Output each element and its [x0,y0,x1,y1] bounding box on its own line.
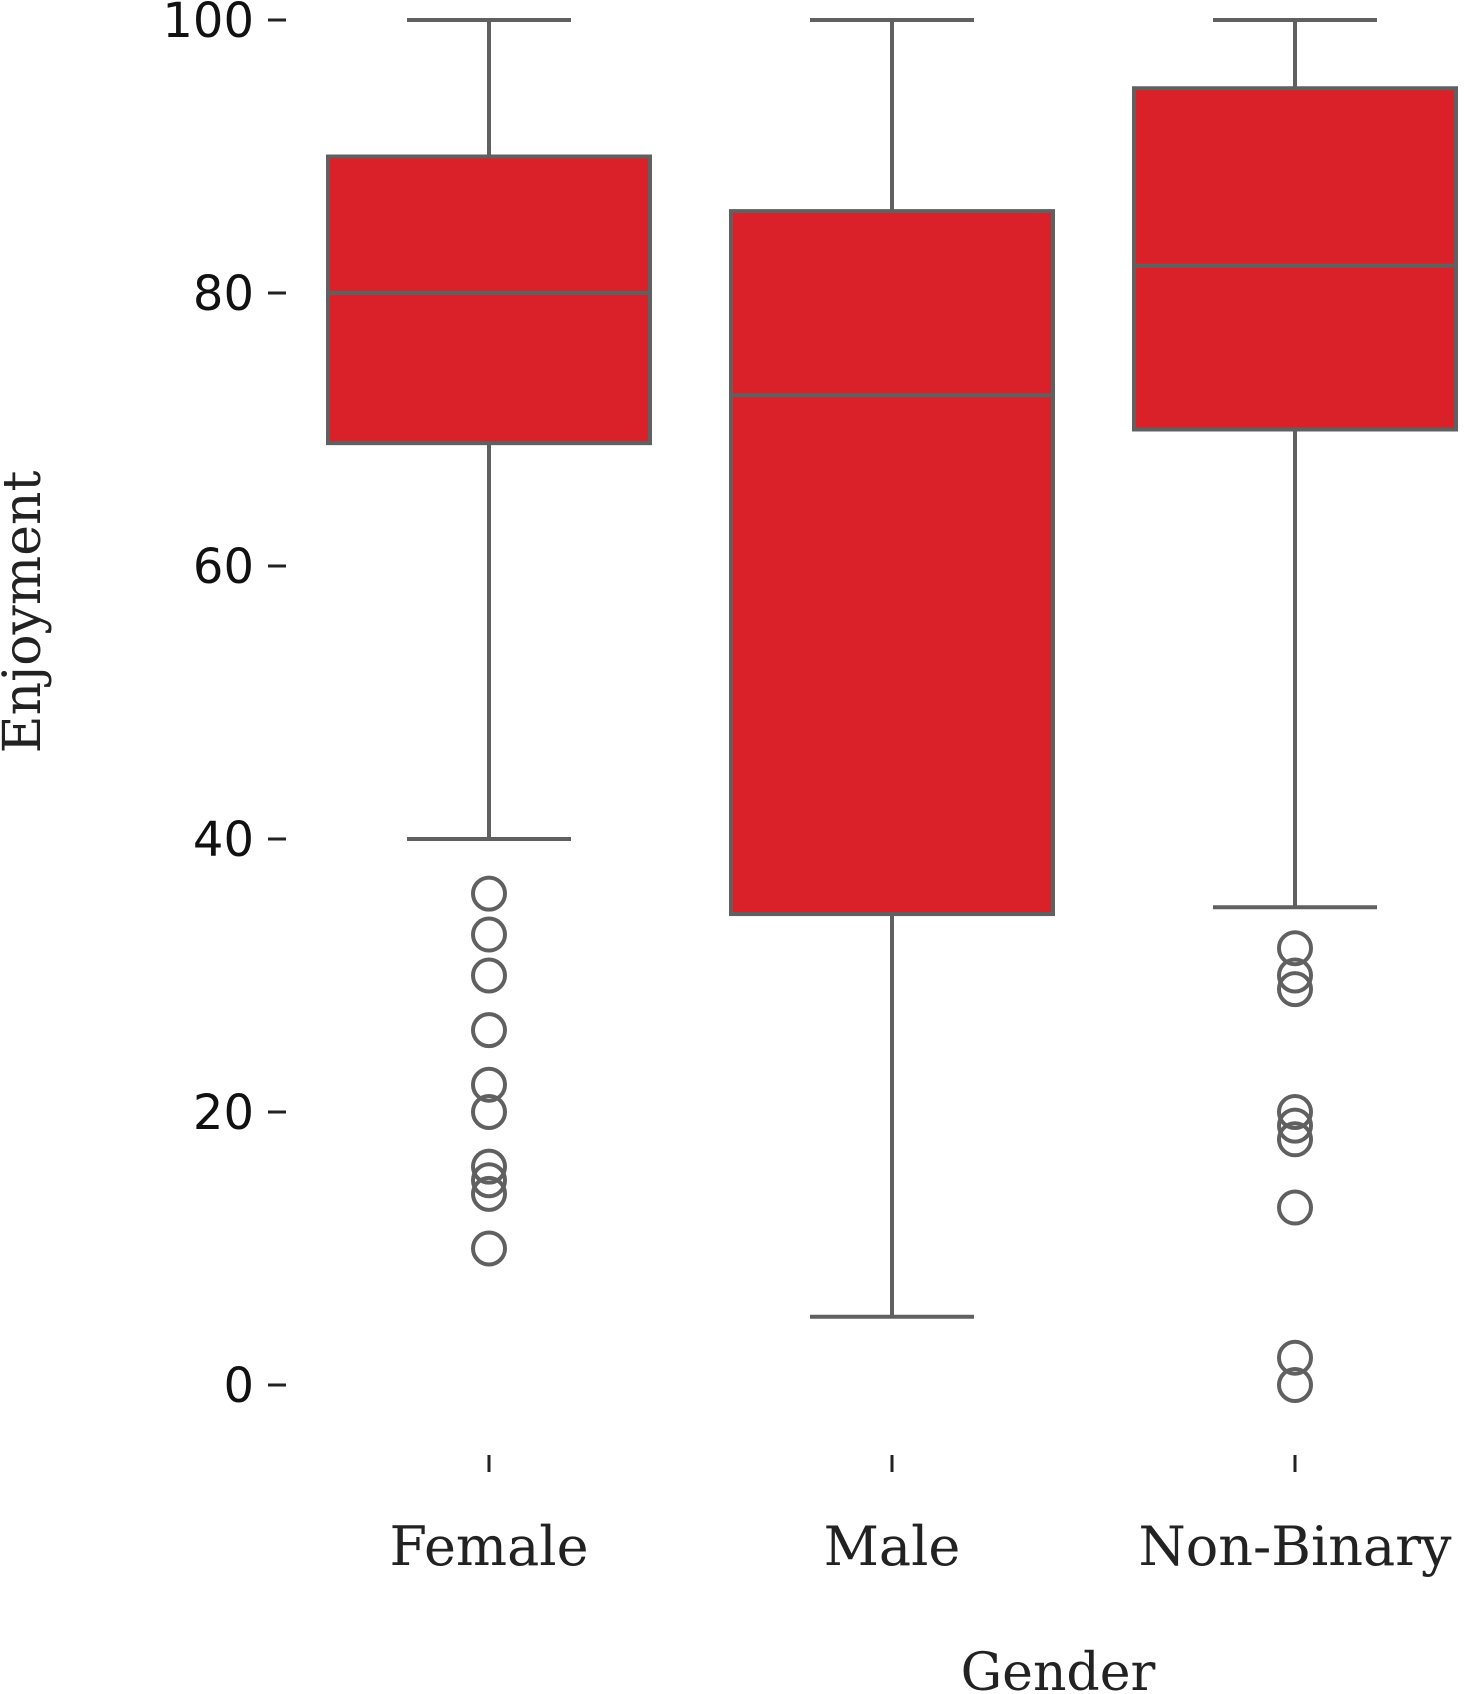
y-tick-label: 100 [162,0,254,49]
outlier-point [471,875,507,912]
iqr-box [326,154,652,446]
outlier-point [1277,930,1313,967]
iqr-box [729,209,1055,917]
outlier-point [1277,1367,1313,1403]
outlier-point [471,1066,507,1103]
x-tick-label: Male [824,1515,961,1578]
iqr-box [1132,86,1458,432]
box-non-binary [1132,18,1458,1403]
outlier-point [471,1175,507,1212]
outlier-point [1277,1189,1313,1226]
x-axis-title: Gender [961,1643,1156,1694]
y-tick-label: 0 [223,1358,254,1414]
y-tick-label: 80 [193,266,254,322]
outlier-point [1277,1094,1313,1130]
box-female [326,18,652,1267]
x-tick-label: Non-Binary [1138,1515,1452,1578]
outlier-point [1277,971,1313,1008]
y-tick-label: 60 [193,539,254,595]
x-axis: Female Male Non-Binary [389,1455,1452,1578]
y-tick-label: 40 [193,812,254,868]
x-tick-label: Female [389,1515,588,1578]
outlier-point [471,1012,507,1049]
outlier-point [1277,1339,1313,1376]
outlier-point [471,1148,507,1185]
outlier-point [1277,957,1313,994]
outlier-point [1277,1107,1313,1144]
boxes-group [326,18,1458,1403]
outlier-point [471,1094,507,1130]
outlier-point [1277,1121,1313,1158]
outlier-point [471,1162,507,1199]
y-tick-label: 20 [193,1085,254,1141]
y-axis-title: Enjoyment [0,471,53,754]
outlier-point [471,916,507,953]
y-axis: 0 20 40 60 80 100 [162,0,286,1414]
box-male [729,18,1055,1319]
outlier-point [471,1230,507,1267]
outlier-point [471,957,507,994]
